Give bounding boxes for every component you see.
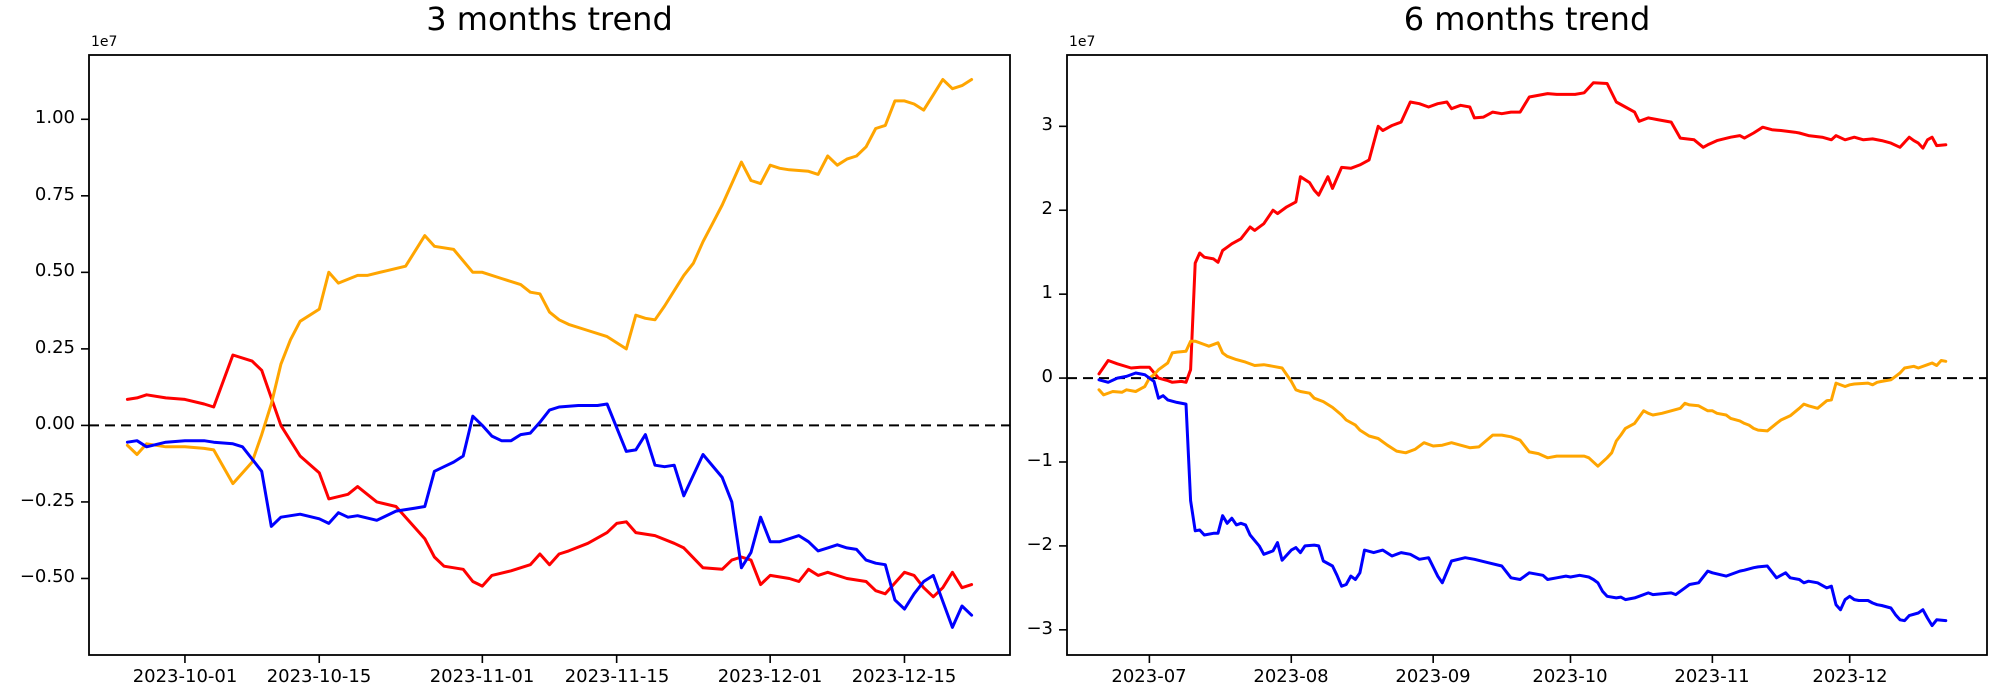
y-tick-label: 2 <box>1041 198 1053 219</box>
y-tick-label: 0.00 <box>34 413 75 434</box>
x-tick-label: 2023-11 <box>1674 666 1750 687</box>
red-line <box>1097 81 1948 384</box>
x-tick-label: 2023-12-15 <box>851 666 957 687</box>
y-tick-label: 0.50 <box>34 260 75 281</box>
x-tick-label: 2023-10-01 <box>132 666 238 687</box>
x-tick-label: 2023-11-01 <box>429 666 535 687</box>
blue-line <box>125 402 974 629</box>
blue-line <box>1097 371 1948 628</box>
x-tick-label: 2023-12-01 <box>717 666 823 687</box>
chart-title-3-months-trend: 3 months trend <box>426 0 673 38</box>
y-tick-label: −3 <box>1026 618 1053 639</box>
y-tick-label: 0 <box>1041 366 1053 387</box>
x-tick-label: 2023-12 <box>1812 666 1888 687</box>
orange-line <box>125 78 974 486</box>
chart-title-6-months-trend: 6 months trend <box>1403 0 1651 38</box>
x-tick-label: 2023-07 <box>1111 666 1187 687</box>
orange-line <box>1097 339 1948 468</box>
y-tick-label: −2 <box>1026 534 1053 555</box>
x-tick-label: 2023-10-15 <box>266 666 372 687</box>
y-tick-label: −0.50 <box>19 566 75 587</box>
x-tick-label: 2023-10 <box>1532 666 1608 687</box>
red-line <box>125 353 974 599</box>
y-tick-label: 1.00 <box>34 107 75 128</box>
plot-border <box>1066 54 1988 656</box>
y-tick-label: 0.25 <box>34 337 75 358</box>
y-axis-offset-label: 1e7 <box>1069 34 1096 50</box>
y-tick-label: 0.75 <box>34 184 75 205</box>
y-tick-label: 1 <box>1041 282 1053 303</box>
y-tick-label: −0.25 <box>19 490 75 511</box>
x-tick-label: 2023-11-15 <box>564 666 670 687</box>
y-tick-label: −1 <box>1026 450 1053 471</box>
y-tick-label: 3 <box>1041 114 1053 135</box>
plot-border <box>88 54 1011 656</box>
y-axis-offset-label: 1e7 <box>91 34 118 50</box>
x-tick-label: 2023-09 <box>1395 666 1471 687</box>
x-tick-label: 2023-08 <box>1253 666 1329 687</box>
